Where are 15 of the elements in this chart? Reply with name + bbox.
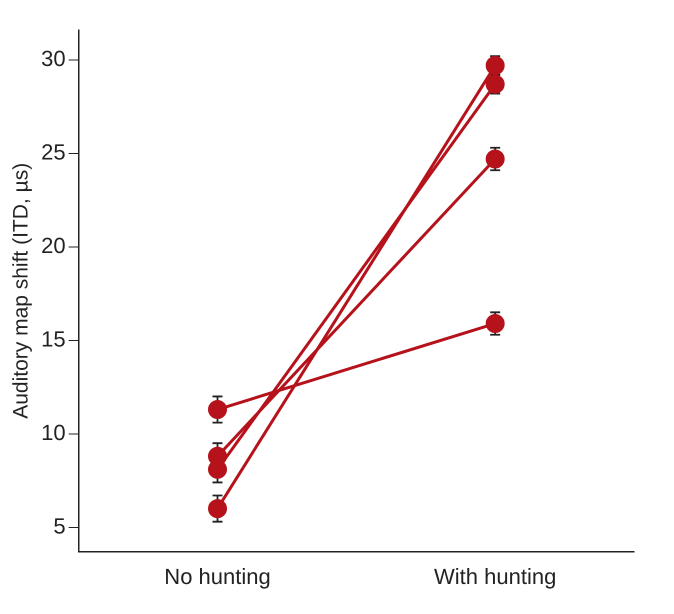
point	[208, 400, 228, 420]
y-tick-label: 5	[53, 513, 66, 538]
y-axis-title: Auditory map shift (ITD, µs)	[9, 162, 32, 419]
y-tick-label: 30	[41, 46, 66, 71]
point	[486, 150, 505, 168]
x-tick-label: No hunting	[164, 564, 271, 589]
y-tick-label: 10	[41, 420, 66, 445]
y-tick-label: 25	[41, 139, 66, 164]
point	[486, 56, 505, 76]
y-tick-label: 15	[41, 326, 66, 352]
point	[486, 74, 505, 94]
x-tick-label: With hunting	[434, 564, 556, 589]
point	[486, 314, 505, 334]
point	[208, 499, 228, 518]
y-tick-label: 20	[41, 232, 66, 258]
